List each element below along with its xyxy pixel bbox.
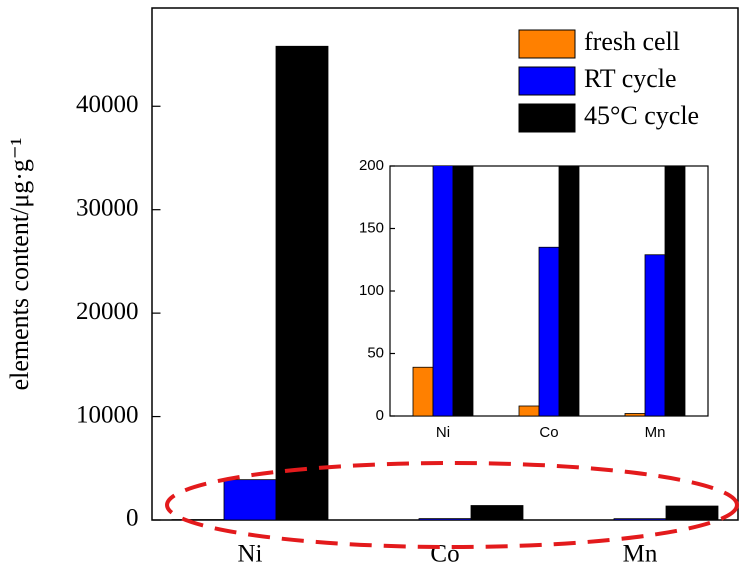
inset-y-tick-label: 0 — [376, 407, 384, 424]
main-bar — [223, 479, 277, 521]
inset-x-tick-label: Ni — [436, 424, 450, 441]
inset-y-tick-label: 100 — [359, 282, 384, 299]
inset-bar — [518, 405, 540, 416]
main-y-tick-label: 10000 — [76, 401, 139, 428]
main-y-tick-label: 20000 — [76, 298, 139, 325]
highlight-ellipse — [165, 461, 739, 549]
main-y-tick-label: 40000 — [76, 91, 139, 118]
main-bar — [275, 45, 329, 521]
main-y-tick-label: 0 — [126, 505, 139, 532]
inset-bar — [644, 254, 666, 416]
inset-bar — [664, 166, 686, 416]
legend-label: fresh cell — [584, 27, 680, 56]
inset-bar — [558, 166, 580, 416]
legend-label: 45°C cycle — [584, 101, 699, 130]
y-axis-label: elements content/μg·g⁻¹ — [5, 138, 34, 391]
inset-y-tick-label: 50 — [367, 344, 384, 361]
legend-swatch — [518, 66, 576, 96]
main-bar — [470, 505, 524, 521]
inset-x-tick-label: Co — [539, 424, 558, 441]
inset-bar — [412, 366, 434, 416]
inset-bar — [432, 166, 454, 416]
inset-bar — [452, 166, 474, 416]
main-x-tick-label: Co — [430, 541, 459, 568]
inset-x-tick-label: Mn — [645, 424, 666, 441]
main-bar — [418, 518, 472, 521]
inset-bar — [538, 246, 560, 416]
inset-y-tick-label: 150 — [359, 219, 384, 236]
main-x-tick-label: Ni — [238, 541, 263, 568]
legend-swatch — [518, 103, 576, 133]
main-bar — [613, 518, 667, 521]
legend-label: RT cycle — [584, 64, 677, 93]
legend-swatch — [518, 29, 576, 59]
main-x-tick-label: Mn — [623, 541, 658, 568]
inset-bar — [624, 413, 646, 416]
main-y-tick-label: 30000 — [76, 194, 139, 221]
main-bar — [665, 505, 719, 521]
inset-y-tick-label: 200 — [359, 157, 384, 174]
